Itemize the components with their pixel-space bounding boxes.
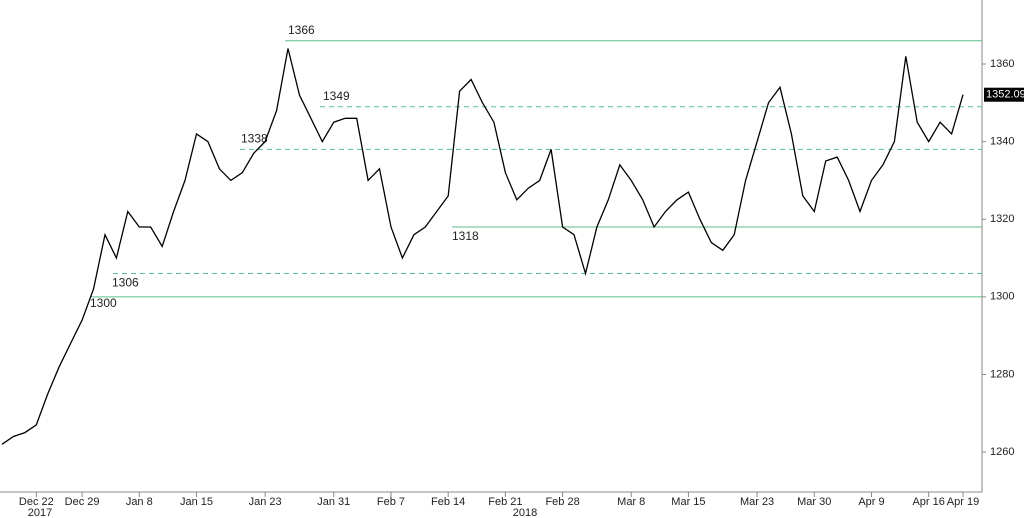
price-line [1,48,964,445]
year-label: 2018 [513,507,537,518]
y-tick-label: 1360 [990,58,1014,70]
x-tick-label: Feb 21 [488,496,522,508]
y-tick-label: 1260 [990,446,1014,458]
level-label: 1318 [452,229,479,243]
x-tick-label: Mar 15 [671,496,705,508]
x-tick-label: Jan 15 [180,496,213,508]
x-tick-label: Feb 7 [377,496,405,508]
x-tick-label: Mar 30 [797,496,831,508]
level-label: 1338 [241,132,268,146]
level-label: 1306 [112,276,139,290]
x-tick-label: Apr 19 [947,496,979,508]
x-tick-label: Mar 8 [617,496,645,508]
x-tick-label: Jan 31 [317,496,350,508]
x-tick-label: Feb 28 [545,496,579,508]
last-value-box [984,87,1024,102]
x-tick-label: Apr 16 [912,496,944,508]
y-tick-label: 1280 [990,368,1014,380]
x-tick-label: Apr 9 [858,496,884,508]
x-tick-label: Jan 23 [249,496,282,508]
x-tick-label: Dec 22 [19,496,54,508]
level-label: 1349 [323,89,350,103]
y-tick-label: 1340 [990,136,1014,148]
x-tick-label: Feb 14 [431,496,465,508]
last-value-label: 1352.09 [986,89,1024,101]
level-label: 1300 [90,296,117,310]
year-label: 2017 [28,507,52,518]
x-tick-label: Jan 8 [126,496,153,508]
x-tick-label: Dec 29 [65,496,100,508]
y-tick-label: 1320 [990,213,1014,225]
y-tick-label: 1300 [990,291,1014,303]
x-tick-label: Mar 23 [740,496,774,508]
level-label: 1366 [288,23,315,37]
